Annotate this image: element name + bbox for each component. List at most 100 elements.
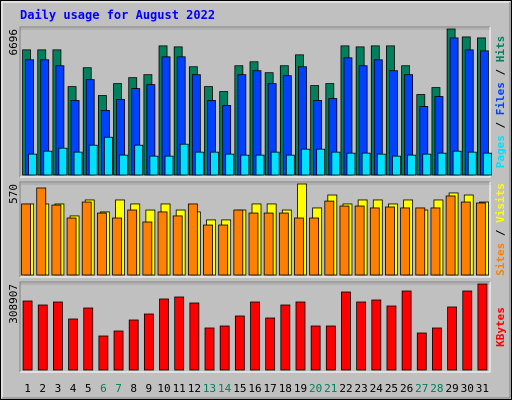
legend-entry: Visits	[494, 183, 507, 223]
bar	[22, 300, 33, 371]
bar	[270, 151, 280, 176]
bar	[295, 301, 306, 371]
bar	[189, 302, 200, 371]
bar	[369, 207, 380, 276]
x-tick-label: 3	[55, 382, 62, 395]
bar	[88, 144, 98, 176]
bar	[356, 301, 367, 371]
bar	[400, 207, 411, 276]
x-tick-label: 14	[218, 382, 232, 395]
legend-entry: Files	[494, 82, 507, 115]
x-tick-label: 31	[476, 382, 489, 395]
x-tick-label: 13	[203, 382, 216, 395]
bar	[386, 305, 397, 371]
bar	[174, 296, 185, 371]
legend-separator: /	[494, 223, 507, 243]
bar	[430, 207, 441, 276]
bar	[96, 212, 107, 276]
y-max-label: 6696	[7, 29, 20, 56]
bar	[218, 224, 229, 276]
bar	[98, 335, 109, 371]
legend-entry: KBytes	[494, 307, 507, 347]
plot-bevel	[20, 27, 491, 178]
bar	[172, 215, 183, 276]
bar	[28, 153, 37, 176]
bar	[354, 205, 365, 276]
bar	[280, 304, 291, 371]
bar	[462, 290, 473, 371]
bar	[325, 325, 336, 371]
y-max-label: 308907	[7, 284, 20, 324]
x-tick-label: 25	[385, 382, 398, 395]
bar	[210, 151, 219, 176]
bar	[294, 217, 304, 276]
bar	[248, 212, 259, 276]
bar	[225, 153, 235, 176]
bar	[476, 202, 486, 276]
bar	[203, 224, 213, 276]
x-tick-label: 17	[264, 382, 277, 395]
legend-entry: Pages	[494, 135, 507, 168]
bar	[331, 151, 341, 176]
x-tick-label: 20	[309, 382, 322, 395]
legend: KBytes	[494, 307, 507, 347]
legend-entry: Sites	[494, 243, 507, 276]
bar	[392, 155, 401, 176]
bar	[83, 307, 94, 371]
bar	[309, 217, 320, 276]
bar	[432, 327, 442, 371]
bar	[422, 153, 432, 176]
bar	[103, 136, 113, 176]
bar	[164, 155, 174, 176]
legend-separator: /	[494, 115, 507, 135]
bar	[119, 154, 128, 176]
bar	[250, 301, 260, 371]
x-tick-label: 12	[188, 382, 201, 395]
bar	[234, 315, 245, 371]
bar	[371, 299, 382, 371]
bar	[437, 152, 447, 176]
bar	[483, 152, 492, 176]
x-tick-label: 2	[39, 382, 46, 395]
legend: Sites / Visits	[494, 183, 507, 276]
bar	[316, 148, 326, 176]
x-tick-label: 22	[339, 382, 352, 395]
x-tick-label: 28	[430, 382, 443, 395]
x-tick-label: 23	[355, 382, 368, 395]
legend-entry: Hits	[494, 36, 507, 63]
bar	[179, 143, 189, 176]
x-tick-label: 1	[24, 382, 31, 395]
x-tick-label: 7	[115, 382, 122, 395]
bar	[37, 304, 48, 371]
bar	[113, 330, 124, 371]
bar	[341, 291, 351, 371]
bar	[128, 319, 139, 371]
chart-title: Daily usage for August 2022	[20, 8, 215, 22]
bar	[376, 153, 386, 176]
plot-bevel	[19, 281, 490, 372]
bar	[149, 155, 159, 176]
bar	[142, 221, 153, 276]
bar	[219, 325, 230, 371]
bar	[255, 154, 265, 176]
bar	[415, 207, 426, 276]
y-max-label: 570	[7, 184, 20, 204]
bar	[278, 212, 289, 276]
x-tick-label: 6	[100, 382, 107, 395]
x-tick-label: 15	[233, 382, 246, 395]
bar	[233, 209, 244, 276]
x-tick-label: 30	[461, 382, 474, 395]
bar	[265, 317, 276, 371]
x-tick-label: 26	[400, 382, 413, 395]
plot-bevel	[19, 26, 490, 177]
bar	[66, 217, 77, 276]
x-tick-label: 27	[415, 382, 428, 395]
x-tick-label: 21	[324, 382, 337, 395]
bar	[81, 201, 92, 276]
x-tick-label: 4	[70, 382, 77, 395]
bar	[143, 313, 154, 371]
